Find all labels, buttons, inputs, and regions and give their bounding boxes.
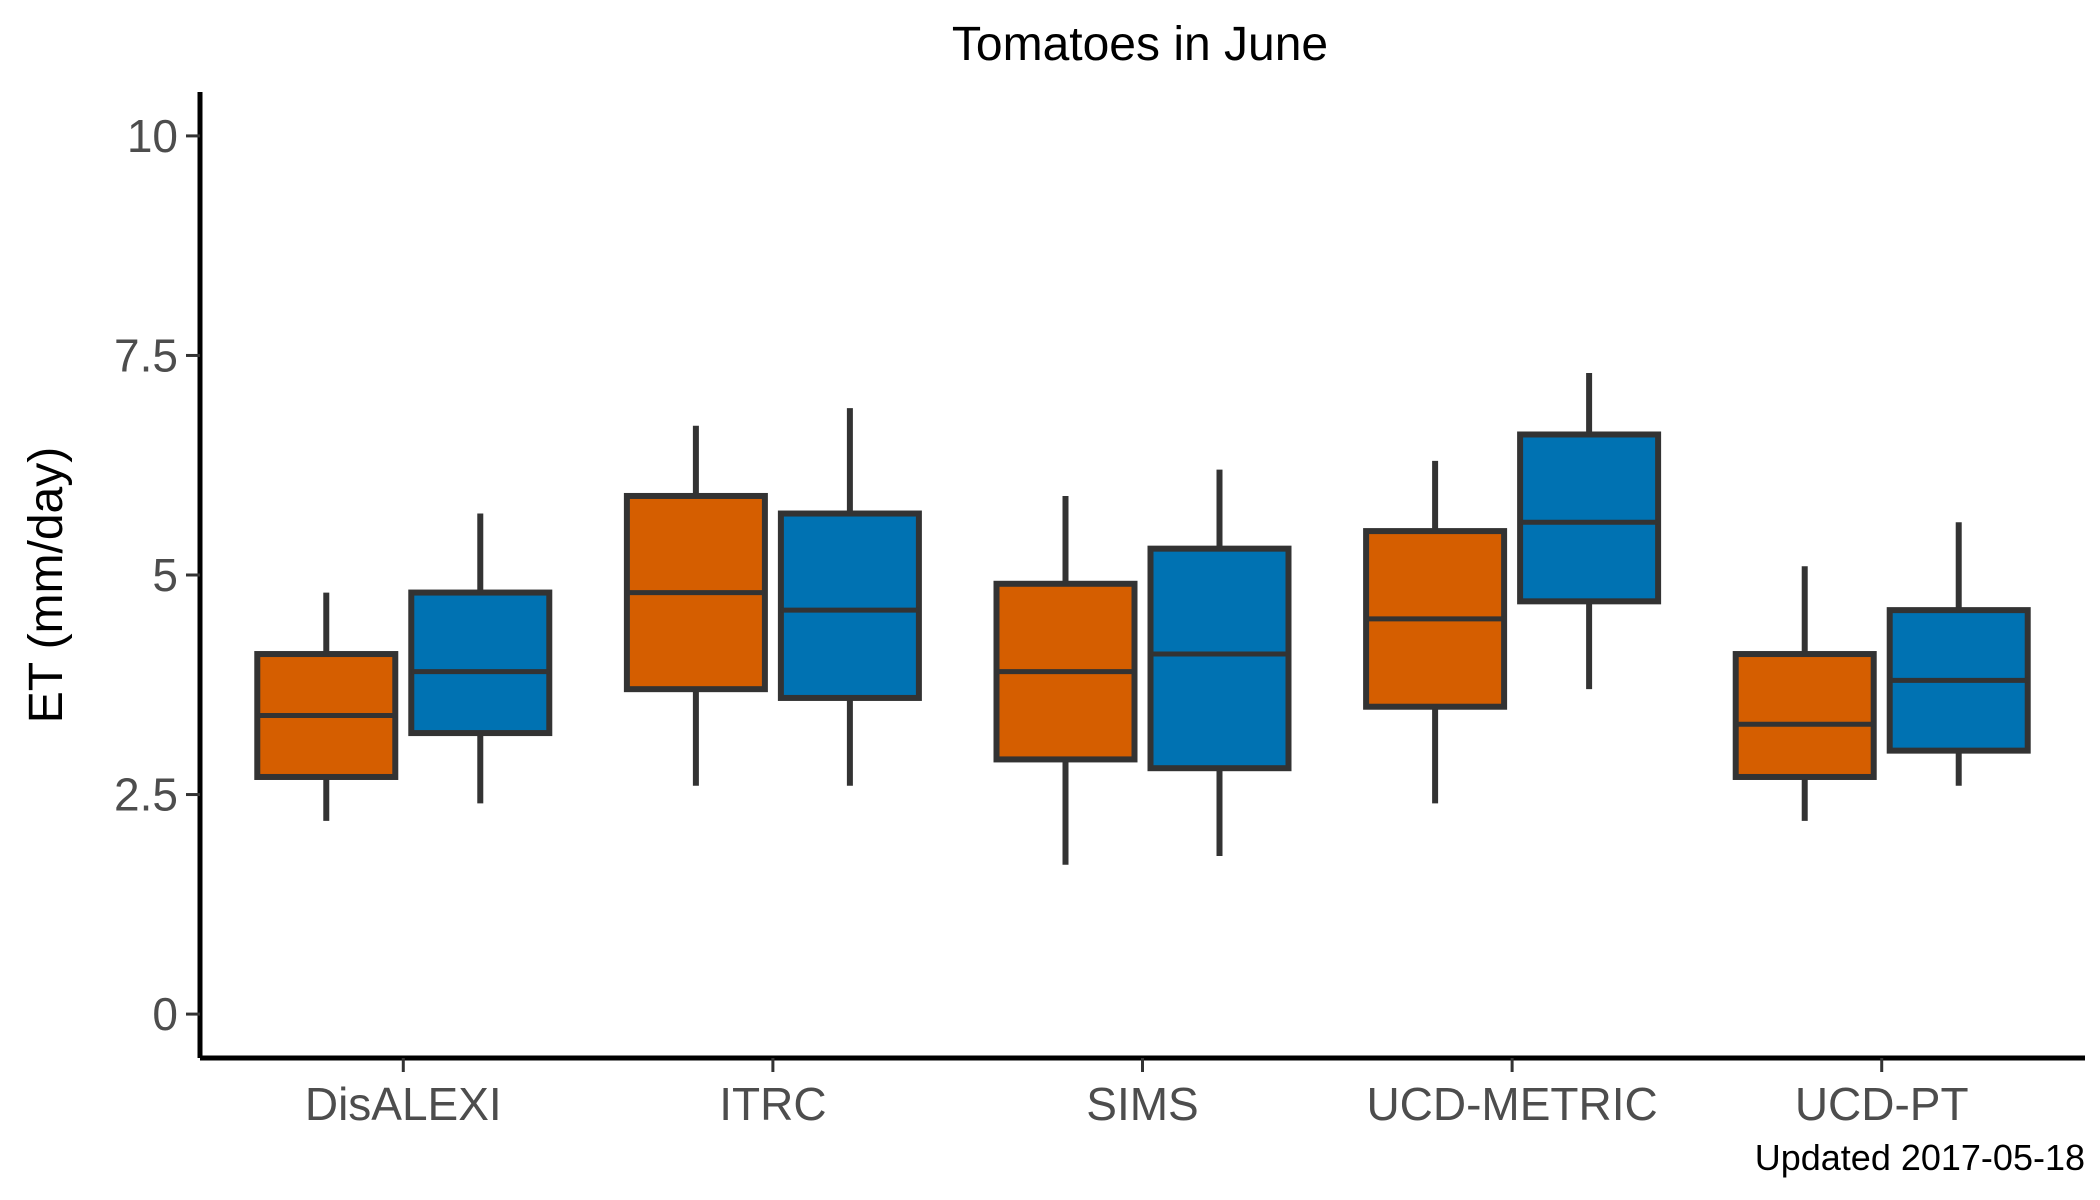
box xyxy=(777,510,922,701)
plot-area: 0 2.5 5 7.5 10 DisALEXI ITRC SIMS UCD-METRIC UCD-… xyxy=(114,92,2085,1130)
box xyxy=(408,589,553,737)
x-tick-label: ITRC xyxy=(719,1078,826,1130)
y-tick-label: 5 xyxy=(152,549,178,601)
y-tick-label: 2.5 xyxy=(114,769,178,821)
y-tick-label: 10 xyxy=(127,110,178,162)
updated-caption: Updated 2017-05-18 xyxy=(1755,1137,2085,1178)
x-tick-label: DisALEXI xyxy=(305,1078,502,1130)
x-tick-label: SIMS xyxy=(1086,1078,1198,1130)
box xyxy=(1147,545,1292,772)
y-axis-label: ET (mm/day) xyxy=(20,447,73,723)
chart-title: Tomatoes in June xyxy=(952,18,1328,71)
x-tick-label: UCD-METRIC xyxy=(1366,1078,1657,1130)
box xyxy=(1732,651,1877,780)
y-tick-label: 0 xyxy=(152,988,178,1040)
box xyxy=(1517,431,1662,605)
y-tick-label: 7.5 xyxy=(114,329,178,381)
x-tick-label: UCD-PT xyxy=(1795,1078,1969,1130)
